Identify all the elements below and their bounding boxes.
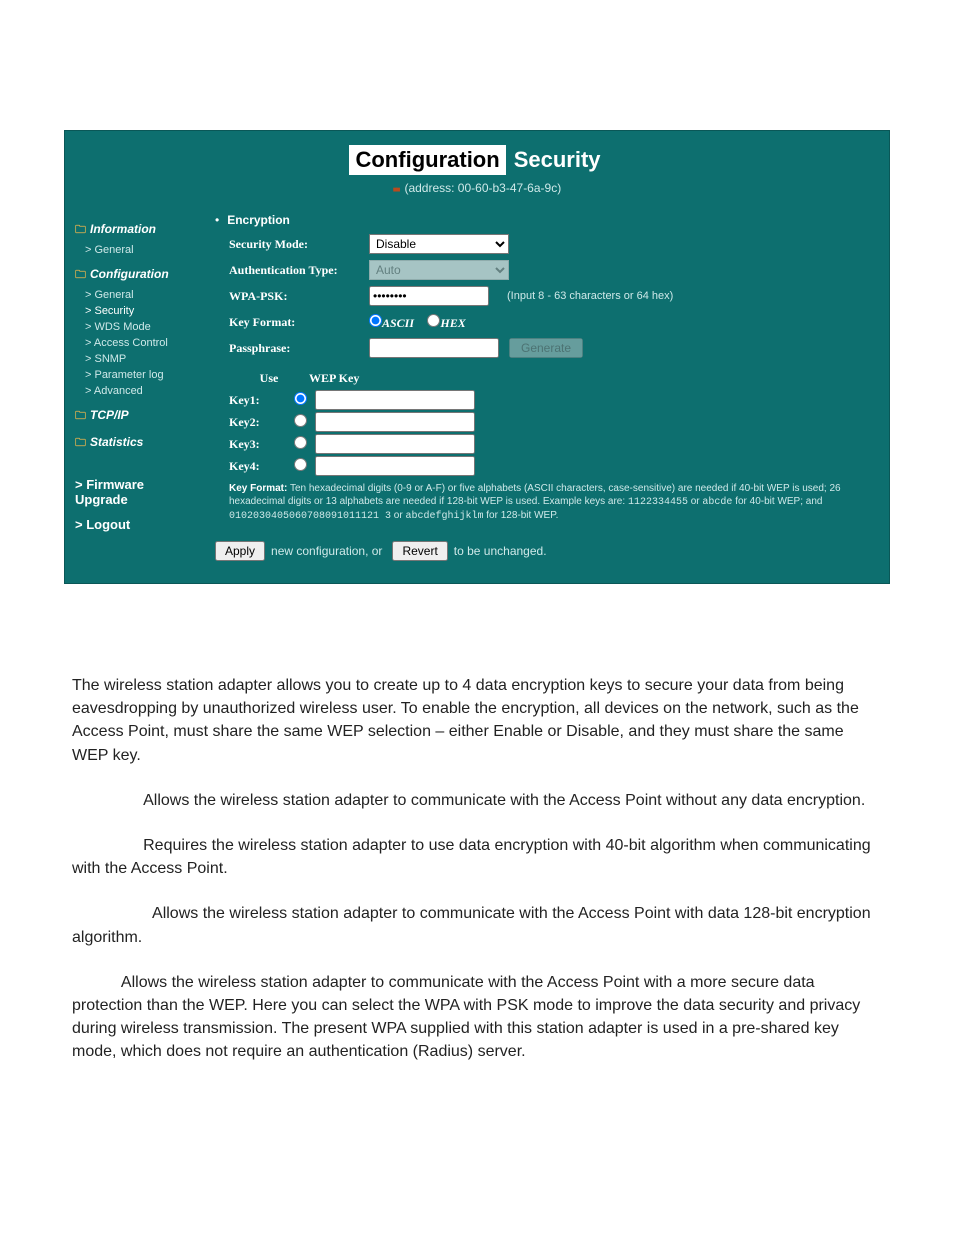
doc-p3: Requires the wireless station adapter to… [72,834,882,880]
folder-icon: 🗀 [75,410,86,422]
wep-key3-label: Key3: [229,437,285,452]
radio-hex[interactable] [427,314,440,327]
doc-p1: The wireless station adapter allows you … [72,674,882,767]
title-left: Configuration [349,145,505,175]
mac-address: (address: 00-60-b3-47-6a-9c) [65,181,889,195]
label-ascii: ASCII [382,316,414,330]
folder-icon: 🗀 [75,437,86,449]
nav-config-snmp[interactable]: > SNMP [75,351,199,367]
folder-icon: 🗀 [75,269,86,281]
nav-config-paramlog[interactable]: > Parameter log [75,367,199,383]
input-passphrase[interactable] [369,338,499,358]
documentation-text: The wireless station adapter allows you … [72,674,882,1063]
input-wpa-psk[interactable] [369,286,489,306]
nav-section-tcpip[interactable]: 🗀 TCP/IP [75,407,199,426]
content-area: Encryption Security Mode: Disable Authen… [205,203,889,583]
nav-firmware-upgrade[interactable]: > Firmware Upgrade [75,477,199,507]
nav-section-configuration[interactable]: 🗀 Configuration [75,266,199,285]
nav-section-label: TCP/IP [90,408,129,422]
doc-p2: Allows the wireless station adapter to c… [72,789,882,812]
revert-text: to be unchanged. [454,544,547,558]
section-encryption: Encryption [227,213,290,227]
sidebar: 🗀 Information > General 🗀 Configuration > … [65,203,205,583]
nav-section-label: Statistics [90,435,143,449]
folder-icon: 🗀 [75,224,86,236]
doc-p4: Allows the wireless station adapter to c… [72,902,882,948]
label-security-mode: Security Mode: [229,237,369,252]
nav-section-label: Configuration [90,267,169,281]
input-wep-key3[interactable] [315,434,475,454]
revert-button[interactable]: Revert [392,541,447,561]
title-right: Security [510,145,605,175]
nav-section-label: Information [90,222,156,236]
radio-wep-key3[interactable] [294,436,307,449]
nav-config-security[interactable]: > Security [75,303,199,319]
select-security-mode[interactable]: Disable [369,234,509,254]
wep-col-key: WEP Key [309,371,359,386]
wep-col-use: Use [229,371,309,386]
nav-config-advanced[interactable]: > Advanced [75,383,199,399]
label-wpa-psk: WPA-PSK: [229,289,369,304]
nav-config-accesscontrol[interactable]: > Access Control [75,335,199,351]
radio-wep-key1[interactable] [294,392,307,405]
input-wep-key4[interactable] [315,456,475,476]
label-passphrase: Passphrase: [229,341,369,356]
doc-p5: Allows the wireless station adapter to c… [72,971,882,1064]
hint-wpa-psk: (Input 8 - 63 characters or 64 hex) [507,290,673,302]
label-hex: HEX [440,316,465,330]
radio-ascii[interactable] [369,314,382,327]
radio-wep-key4[interactable] [294,458,307,471]
label-auth-type: Authentication Type: [229,263,369,278]
label-key-format: Key Format: [229,315,369,330]
apply-button[interactable]: Apply [215,541,265,561]
input-wep-key2[interactable] [315,412,475,432]
nav-logout[interactable]: > Logout [75,517,199,532]
wep-key4-label: Key4: [229,459,285,474]
radio-wep-key2[interactable] [294,414,307,427]
key-format-note: Key Format: Ten hexadecimal digits (0-9 … [229,482,871,523]
config-panel: ConfigurationSecurity (address: 00-60-b3… [64,130,890,584]
wep-key1-label: Key1: [229,393,285,408]
select-auth-type: Auto [369,260,509,280]
input-wep-key1[interactable] [315,390,475,410]
nav-config-wdsmode[interactable]: > WDS Mode [75,319,199,335]
wep-key2-label: Key2: [229,415,285,430]
nav-config-general[interactable]: > General [75,287,199,303]
generate-button[interactable]: Generate [509,338,583,358]
nav-section-information[interactable]: 🗀 Information [75,221,199,240]
nav-section-statistics[interactable]: 🗀 Statistics [75,434,199,453]
footer-actions: Apply new configuration, or Revert to be… [215,541,871,561]
nav-info-general[interactable]: > General [75,242,199,258]
apply-text: new configuration, or [271,544,382,558]
panel-header: ConfigurationSecurity (address: 00-60-b3… [65,131,889,203]
